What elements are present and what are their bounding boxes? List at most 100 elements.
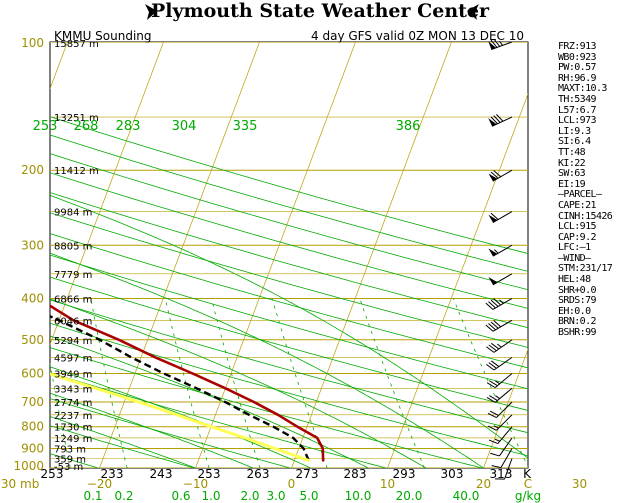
dry-adiabat-283: [50, 372, 387, 468]
wind-barb: [491, 448, 513, 469]
height-label: 359 m: [54, 455, 86, 466]
height-label: 9984 m: [54, 208, 92, 219]
dry-adiabat-263: [50, 425, 195, 468]
dry-adiabat-333: [50, 254, 528, 390]
mixing-ratio-tick: 5.0: [299, 489, 318, 503]
mixing-ratio-tick: 0.6: [171, 489, 190, 503]
pressure-label-600: 600: [21, 366, 44, 380]
theta-label-bottom: 303: [441, 467, 464, 481]
temp-tick--10: −10: [183, 477, 208, 491]
temp-tick--20: −20: [87, 477, 112, 491]
page-title: Plymouth State Weather Center: [150, 0, 490, 22]
index-line: LI:9.3: [558, 125, 591, 137]
moist-adiabat-26: [50, 194, 528, 459]
wind-barb: [488, 114, 513, 127]
wind-barb: [485, 319, 513, 332]
mixing-ratio-tick: 3.0: [266, 489, 285, 503]
index-line: BRN:0.2: [558, 316, 597, 328]
plot-frame: [49, 41, 529, 469]
theta-label-top: 283: [116, 119, 141, 134]
moist-adiabat-20: [50, 252, 484, 468]
temp-tick-30: 30: [572, 477, 587, 491]
height-label: 2237 m: [54, 411, 92, 422]
index-line: TH:5349: [558, 93, 597, 105]
mixing-ratio-tick: 10.0: [345, 489, 372, 503]
mixing-ratio-tick: 20.0: [396, 489, 423, 503]
isotherm--30: [50, 42, 164, 346]
index-line: WB0:923: [558, 51, 597, 63]
height-label: -53 m: [54, 462, 83, 473]
index-line: SI:6.4: [558, 136, 591, 148]
moist-adiabat--4: [50, 392, 254, 468]
temperature-line: [50, 304, 325, 462]
height-label: 5294 m: [54, 336, 92, 347]
index-line: SHR+0.0: [558, 284, 597, 296]
index-line: HEL:48: [558, 274, 591, 286]
index-line: STM:231/17: [558, 263, 613, 275]
parcel-line: [50, 372, 311, 462]
dry-adiabat-303: [50, 322, 528, 457]
height-label: 15857 m: [54, 39, 99, 50]
height-label: 793 m: [54, 445, 86, 456]
wind-barb: [488, 426, 513, 445]
index-line: CAPE:21: [558, 199, 597, 211]
pressure-label-200: 200: [21, 163, 44, 177]
index-line: CINH:15426: [558, 210, 613, 222]
height-label: 3949 m: [54, 369, 92, 380]
flag-right-icon: [467, 4, 479, 20]
mixing-ratio-tick: 0.1: [83, 489, 102, 503]
index-line: L57:6.7: [558, 104, 597, 116]
pressure-label-700: 700: [21, 395, 44, 409]
wind-barb: [485, 298, 513, 310]
dry-adiabat-363: [50, 192, 528, 329]
isotherm-0: [291, 42, 452, 468]
wind-barbs: [485, 38, 513, 480]
valid-time-label: 4 day GFS valid 0Z MON 13 DEC 10: [311, 29, 524, 43]
dry-adiabat-393: [50, 134, 528, 272]
wind-barb: [486, 339, 513, 353]
wind-barb: [487, 414, 513, 431]
background-lines: [50, 42, 528, 468]
wind-barb: [490, 437, 513, 457]
pressure-label-900: 900: [21, 442, 44, 456]
temp-tick-0: 0: [288, 477, 296, 491]
dry-adiabat-323: [50, 276, 528, 411]
theta-label-bottom: 313: [490, 467, 513, 481]
moist-adiabat--10: [50, 416, 196, 468]
index-line: SRDS:79: [558, 295, 597, 307]
pressure-label-300: 300: [21, 238, 44, 252]
height-label: 13251 m: [54, 113, 99, 124]
dry-adiabat-313: [50, 299, 528, 434]
sounding-traces: [50, 304, 325, 462]
index-line: LFC:–1: [558, 242, 591, 254]
theta-label-bottom: 233: [101, 467, 124, 481]
temp-tick-10: 10: [380, 477, 395, 491]
height-label: 2774 m: [54, 398, 92, 409]
index-line: PW:0.57: [558, 62, 597, 74]
moist-adiabat-14: [50, 298, 427, 468]
temp-axis-end-label: C: [524, 477, 532, 491]
index-line: SW:63: [558, 168, 586, 180]
index-line: –WIND–: [558, 252, 591, 264]
wind-barb: [488, 273, 513, 286]
mixing-ratio-tick: 1.0: [201, 489, 220, 503]
pressure-label-400: 400: [21, 291, 44, 305]
pressure-label-500: 500: [21, 333, 44, 347]
index-line: EH:0.0: [558, 305, 591, 317]
theta-label-bottom: 273: [296, 467, 319, 481]
height-label: 1730 m: [54, 423, 92, 434]
wind-barb: [486, 356, 513, 371]
index-line: TT:48: [558, 146, 586, 158]
isotherm-20: [483, 348, 528, 468]
theta-label-bottom: 283: [344, 467, 367, 481]
height-label: 6866 m: [54, 294, 92, 305]
temp-tick--30: −30: [0, 477, 16, 491]
index-line: KI:22: [558, 157, 586, 169]
mixing-ratio-20.0: [453, 298, 528, 468]
theta-label-bottom: 293: [393, 467, 416, 481]
theta-label-top: 304: [172, 119, 197, 134]
theta-label-top: 253: [33, 119, 58, 134]
pressure-label-800: 800: [21, 420, 44, 434]
